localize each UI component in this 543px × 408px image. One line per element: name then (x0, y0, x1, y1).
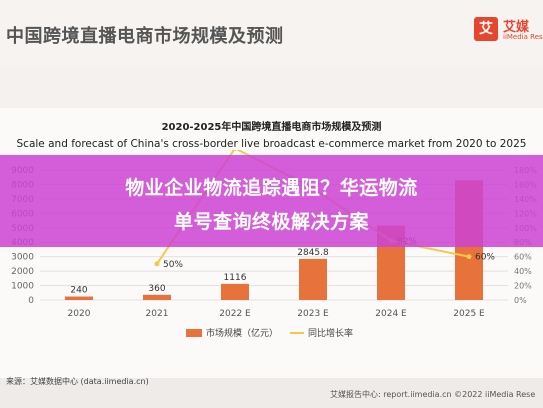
y-tick-label: 3000 (11, 253, 34, 263)
growth-value-label: 60% (475, 253, 495, 263)
page-title: 中国跨境直播电商市场规模及预测 (6, 26, 284, 47)
y-tick-label: 0 (28, 296, 34, 306)
bar (299, 258, 327, 300)
bar-value-label: 2845.8 (297, 248, 329, 258)
footer-bar (0, 378, 543, 408)
chart-subtitle: Scale and forecast of China's cross-bord… (16, 138, 527, 150)
bar (143, 294, 171, 300)
growth-point (233, 150, 237, 151)
y2-tick-label: 60% (514, 253, 532, 262)
logo-icon: 艾 (474, 17, 498, 41)
banner-headline-line-1[interactable]: 物业企业物流追踪遇阻？华运物流 (125, 177, 418, 199)
y-tick-label: 1000 (11, 282, 34, 292)
chart-title: 2020-2025年中国跨境直播电商市场规模及预测 (161, 122, 382, 133)
x-tick-label: 2025 E (453, 309, 485, 319)
overlay-banner[interactable] (0, 155, 543, 247)
logo-name: 艾媒 (503, 20, 530, 35)
bar-value-label: 240 (70, 286, 87, 296)
logo-subtitle: iiMedia Res (503, 33, 543, 41)
x-tick-label: 2022 E (219, 309, 251, 319)
growth-point (154, 261, 160, 267)
x-tick-label: 2021 (146, 309, 169, 319)
legend-label-bar: 市场规模（亿元） (206, 327, 278, 339)
legend-swatch-bar (186, 329, 202, 337)
growth-point (466, 254, 472, 260)
growth-value-label: 50% (163, 260, 183, 270)
header-bar (0, 0, 543, 68)
footer-credit: 艾媒报告中心: report.iimedia.cn ©2022 iiMedia … (330, 390, 536, 399)
x-tick-label: 2020 (68, 309, 91, 319)
bar-value-label: 1116 (224, 273, 247, 283)
y-tick-label: 2000 (11, 267, 34, 277)
bar (221, 283, 249, 300)
bar-value-label: 360 (148, 284, 165, 294)
bar (65, 296, 93, 300)
legend-label-line: 同比增长率 (308, 327, 353, 339)
y2-tick-label: 40% (514, 267, 532, 276)
footer-source: 来源：艾媒数据中心 (data.iimedia.cn) (6, 377, 149, 386)
banner-headline-line-2[interactable]: 单号查询终极解决方案 (173, 211, 369, 233)
y2-tick-label: 0% (514, 296, 527, 305)
x-tick-label: 2023 E (297, 309, 329, 319)
x-tick-label: 2024 E (375, 309, 407, 319)
y2-tick-label: 20% (514, 282, 532, 291)
